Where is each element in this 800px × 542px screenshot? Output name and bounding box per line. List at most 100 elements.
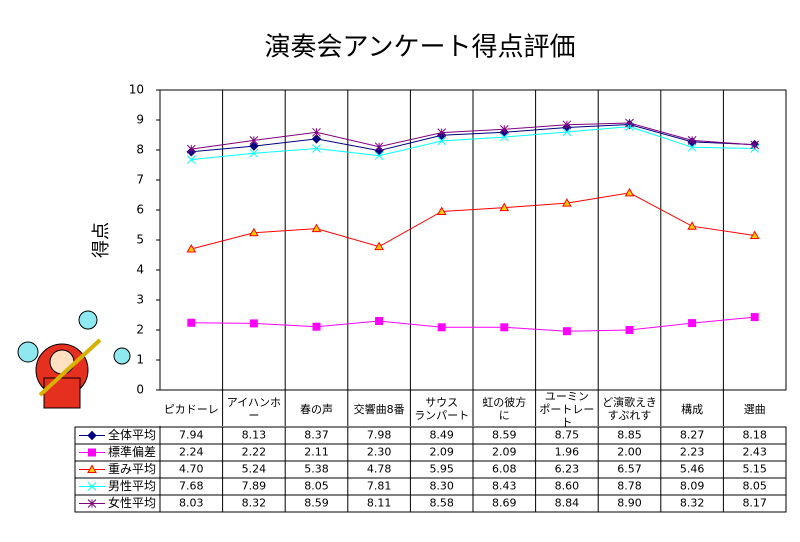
y-tick-label: 0 bbox=[136, 383, 144, 397]
table-value: 8.03 bbox=[179, 497, 204, 510]
legend-label: 男性平均 bbox=[108, 479, 156, 493]
marker bbox=[749, 230, 760, 239]
marker bbox=[311, 134, 322, 144]
x-tick-label: ユーミン ポートレート bbox=[539, 389, 595, 429]
y-tick-label: 10 bbox=[129, 83, 144, 97]
table-value: 2.23 bbox=[680, 446, 705, 459]
table-value: 2.00 bbox=[617, 446, 642, 459]
x-tick-label: サウス ランパート bbox=[414, 396, 470, 422]
x-tick-label: 春の声 bbox=[299, 402, 333, 416]
data-table bbox=[74, 426, 787, 513]
table-value: 7.68 bbox=[179, 480, 204, 493]
series-line bbox=[191, 192, 755, 250]
marker bbox=[312, 144, 321, 153]
table-value: 2.09 bbox=[429, 446, 454, 459]
table-value: 8.69 bbox=[492, 497, 517, 510]
series-line bbox=[191, 123, 755, 153]
series-line bbox=[191, 316, 755, 332]
marker bbox=[750, 313, 759, 322]
legend-label: 重み平均 bbox=[108, 462, 156, 476]
y-tick-label: 1 bbox=[136, 353, 144, 367]
table-value: 8.59 bbox=[304, 497, 329, 510]
table-value: 8.05 bbox=[742, 480, 767, 493]
marker bbox=[312, 322, 321, 331]
y-tick-label: 9 bbox=[136, 113, 144, 127]
table-value: 8.09 bbox=[680, 480, 705, 493]
table-value: 2.30 bbox=[367, 446, 392, 459]
marker bbox=[187, 318, 196, 327]
marker bbox=[562, 327, 571, 336]
marker bbox=[687, 136, 697, 145]
table-value: 2.11 bbox=[304, 446, 329, 459]
series-line bbox=[191, 126, 755, 161]
table-value: 2.24 bbox=[179, 446, 204, 459]
table-value: 2.22 bbox=[242, 446, 267, 459]
table-value: 5.24 bbox=[242, 463, 267, 476]
series-line bbox=[191, 122, 755, 150]
table-value: 1.96 bbox=[555, 446, 580, 459]
table-value: 5.15 bbox=[742, 463, 767, 476]
marker bbox=[688, 319, 697, 328]
x-tick-label: アイハンホー bbox=[226, 396, 281, 422]
table-value: 8.43 bbox=[492, 480, 517, 493]
marker bbox=[186, 155, 196, 164]
y-tick-label: 8 bbox=[136, 143, 144, 157]
legend-label: 標準偏差 bbox=[108, 444, 156, 459]
y-tick-label: 5 bbox=[136, 233, 144, 247]
marker bbox=[562, 120, 572, 130]
x-tick-label: ど演歌えき すぷれす bbox=[602, 396, 657, 422]
table-value: 8.58 bbox=[429, 497, 454, 510]
legend-marker bbox=[88, 448, 96, 457]
marker bbox=[562, 127, 572, 137]
table-value: 6.23 bbox=[555, 463, 580, 476]
table-value: 8.18 bbox=[742, 429, 767, 442]
table-value: 2.09 bbox=[492, 446, 517, 459]
marker bbox=[499, 202, 510, 212]
marker bbox=[750, 140, 760, 150]
marker bbox=[374, 151, 384, 161]
marker bbox=[186, 144, 196, 154]
y-tick-label: 3 bbox=[136, 293, 144, 307]
y-tick-label: 6 bbox=[136, 203, 144, 217]
table-value: 5.95 bbox=[429, 463, 454, 476]
marker bbox=[499, 132, 509, 142]
marker bbox=[562, 198, 572, 207]
marker bbox=[312, 127, 321, 137]
x-tick-label: 交響曲8番 bbox=[353, 402, 405, 416]
table-value: 8.60 bbox=[555, 480, 580, 493]
table-value: 4.70 bbox=[179, 463, 204, 476]
marker bbox=[500, 323, 509, 332]
marker bbox=[624, 187, 635, 197]
legend-marker bbox=[87, 430, 97, 441]
legend-label: 女性平均 bbox=[108, 495, 156, 510]
marker bbox=[249, 136, 259, 145]
table-value: 6.57 bbox=[617, 463, 642, 476]
x-tick-label: 構成 bbox=[681, 402, 704, 416]
table-value: 7.89 bbox=[242, 480, 267, 493]
legend-marker bbox=[87, 464, 97, 473]
marker bbox=[374, 241, 384, 251]
marker bbox=[311, 223, 322, 233]
table-value: 7.94 bbox=[179, 429, 204, 442]
table-value: 8.78 bbox=[617, 480, 642, 493]
table-value: 8.49 bbox=[429, 429, 454, 442]
y-axis-label: 得点 bbox=[91, 222, 112, 258]
chart-title: 演奏会アンケート得点評価 bbox=[265, 33, 576, 63]
table-value: 8.37 bbox=[304, 429, 329, 442]
marker bbox=[436, 206, 447, 215]
table-value: 8.32 bbox=[242, 497, 267, 510]
table-value: 8.13 bbox=[242, 429, 267, 442]
marker bbox=[625, 326, 634, 334]
legend-marker bbox=[87, 482, 97, 491]
marker bbox=[437, 323, 446, 332]
marker bbox=[437, 128, 447, 137]
table-value: 8.05 bbox=[304, 480, 329, 493]
marker bbox=[375, 317, 384, 325]
table-value: 6.08 bbox=[492, 463, 517, 476]
y-tick-label: 7 bbox=[136, 173, 144, 187]
marker bbox=[625, 118, 634, 128]
table-value: 5.38 bbox=[304, 463, 329, 476]
table-value: 7.81 bbox=[367, 480, 392, 493]
